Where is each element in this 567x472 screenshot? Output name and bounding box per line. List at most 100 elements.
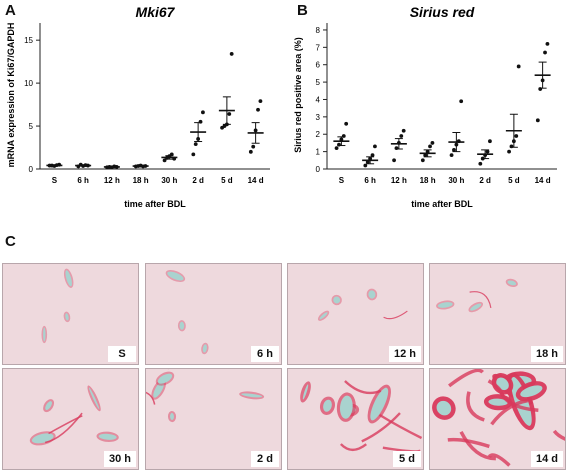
vessel-lumen — [241, 393, 263, 398]
vessel-lumen — [333, 296, 341, 304]
collagen-strand — [361, 412, 401, 443]
vessel-lumen — [488, 398, 508, 406]
vessel-lumen — [368, 290, 376, 299]
chart1-y-tick-label: 15 — [24, 36, 33, 45]
micrograph-tile: S — [2, 263, 139, 365]
chart2-y-tick-label: 5 — [316, 78, 321, 87]
chart2-data-point — [478, 161, 483, 166]
micrograph-tile: 12 h — [287, 263, 424, 365]
micrograph-label: 12 h — [388, 346, 421, 362]
chart2-data-point — [373, 144, 377, 149]
panel-a-letter: A — [5, 2, 16, 19]
chart2-data-point — [452, 147, 456, 152]
micrograph-tile: 14 d — [429, 368, 566, 470]
chart2-x-tick-label: 5 d — [508, 176, 520, 185]
vessel-lumen — [302, 384, 309, 400]
chart2-x-axis-label: time after BDL — [411, 199, 473, 209]
panel-b-letter: B — [297, 2, 308, 19]
collagen-strand — [146, 391, 156, 405]
vessel-lumen — [323, 399, 332, 412]
vessel-lumen — [170, 413, 174, 420]
micrograph-tile: 2 d — [145, 368, 282, 470]
chart2-x-tick-label: 18 h — [420, 176, 436, 185]
vessel-lumen — [370, 387, 389, 421]
chart2-data-point — [401, 128, 406, 133]
micrograph-tile: 30 h — [2, 368, 139, 470]
chart2-x-tick-label: S — [339, 176, 345, 185]
chart1-data-point — [201, 110, 205, 115]
vessel-lumen — [179, 321, 185, 330]
vessel-lumen — [98, 433, 117, 440]
collagen-strand — [459, 430, 496, 461]
collagen-strand — [448, 369, 484, 388]
vessel-lumen — [202, 344, 207, 353]
sirius-red-chart: Sirius red 0 1 2 3 4 5 6 7 8 S 6 h 12 h 18 h 30 h 2 d 5 … — [293, 4, 557, 209]
chart2-data-point — [420, 158, 425, 163]
chart2-data-point — [488, 139, 492, 144]
micrograph-tile: 6 h — [145, 263, 282, 365]
chart2-y-tick-label: 6 — [316, 61, 321, 70]
chart1-data-point — [256, 107, 260, 112]
chart2-data-point — [449, 153, 454, 157]
collagen-strand — [383, 310, 408, 320]
chart1-y-tick-label: 0 — [29, 165, 34, 174]
chart1-x-tick-label: 6 h — [77, 176, 89, 185]
chart2-data-point — [392, 158, 396, 163]
chart1-data-point — [229, 52, 234, 56]
chart1-y-tick-label: 5 — [29, 122, 34, 131]
micrograph-tile: 5 d — [287, 368, 424, 470]
micrograph-label: 6 h — [251, 346, 279, 362]
chart2-data-point — [334, 146, 339, 151]
collagen-strand — [447, 437, 490, 449]
chart2-title: Sirius red — [410, 4, 475, 20]
vessel-lumen — [65, 313, 69, 321]
chart2-y-axis-label: Sirius red positive area (%) — [293, 37, 303, 153]
chart1-title: Mki67 — [136, 4, 176, 20]
chart1-y-axis-label: mRNA expression of Ki67/GAPDH — [6, 23, 16, 168]
chart1-data-point — [258, 99, 263, 104]
vessel-lumen — [339, 395, 353, 419]
vessel-lumen — [470, 303, 482, 311]
chart2-x-tick-label: 6 h — [364, 176, 376, 185]
vessel-lumen — [153, 381, 165, 398]
vessel-lumen — [45, 401, 52, 411]
chart1-data-point — [248, 149, 253, 154]
mki67-chart: Mki67 0 5 10 15 S 6 h 12 h 18 h 30 h 2 d 5 d 14 d tim… — [6, 4, 270, 209]
chart2-data-point — [428, 144, 432, 149]
chart2-x-tick-label: 12 h — [391, 176, 407, 185]
chart2-data-point — [535, 118, 540, 123]
vessel-lumen — [520, 385, 543, 398]
chart2-y-tick-label: 7 — [316, 43, 321, 52]
chart2-x-tick-label: 2 d — [479, 176, 491, 185]
vessel-lumen — [65, 270, 72, 287]
chart1-data-point — [193, 142, 198, 146]
chart1-data-point — [227, 112, 232, 116]
chart1-x-tick-label: 30 h — [161, 176, 177, 185]
chart2-data-point — [543, 50, 547, 55]
chart2-data-point — [459, 99, 464, 104]
chart2-y-tick-label: 2 — [316, 130, 321, 139]
vessel-lumen — [31, 433, 54, 444]
collagen-strand — [344, 380, 382, 395]
vessel-lumen — [319, 312, 328, 320]
chart1-x-axis-label: time after BDL — [124, 199, 186, 209]
chart2-y-tick-label: 0 — [316, 165, 321, 174]
micrograph-label: 30 h — [103, 451, 136, 467]
vessel-lumen — [436, 400, 452, 416]
collagen-strand — [552, 429, 565, 441]
chart2-data-point — [370, 153, 375, 157]
vessel-lumen — [157, 373, 173, 384]
collagen-strand — [487, 453, 511, 467]
collagen-strand — [469, 291, 492, 309]
chart1-y-tick-label: 10 — [24, 79, 33, 88]
chart1-x-tick-label: 2 d — [192, 176, 204, 185]
vessel-lumen — [167, 271, 184, 281]
micrograph-label: 5 d — [393, 451, 421, 467]
vessel-lumen — [507, 280, 517, 286]
chart2-data-point — [514, 134, 519, 138]
micrograph-tile: 18 h — [429, 263, 566, 365]
chart1-x-tick-label: 5 d — [221, 176, 233, 185]
chart2-data-point — [363, 163, 368, 168]
vessel-lumen — [43, 327, 46, 342]
micrograph-label: 14 d — [530, 451, 563, 467]
